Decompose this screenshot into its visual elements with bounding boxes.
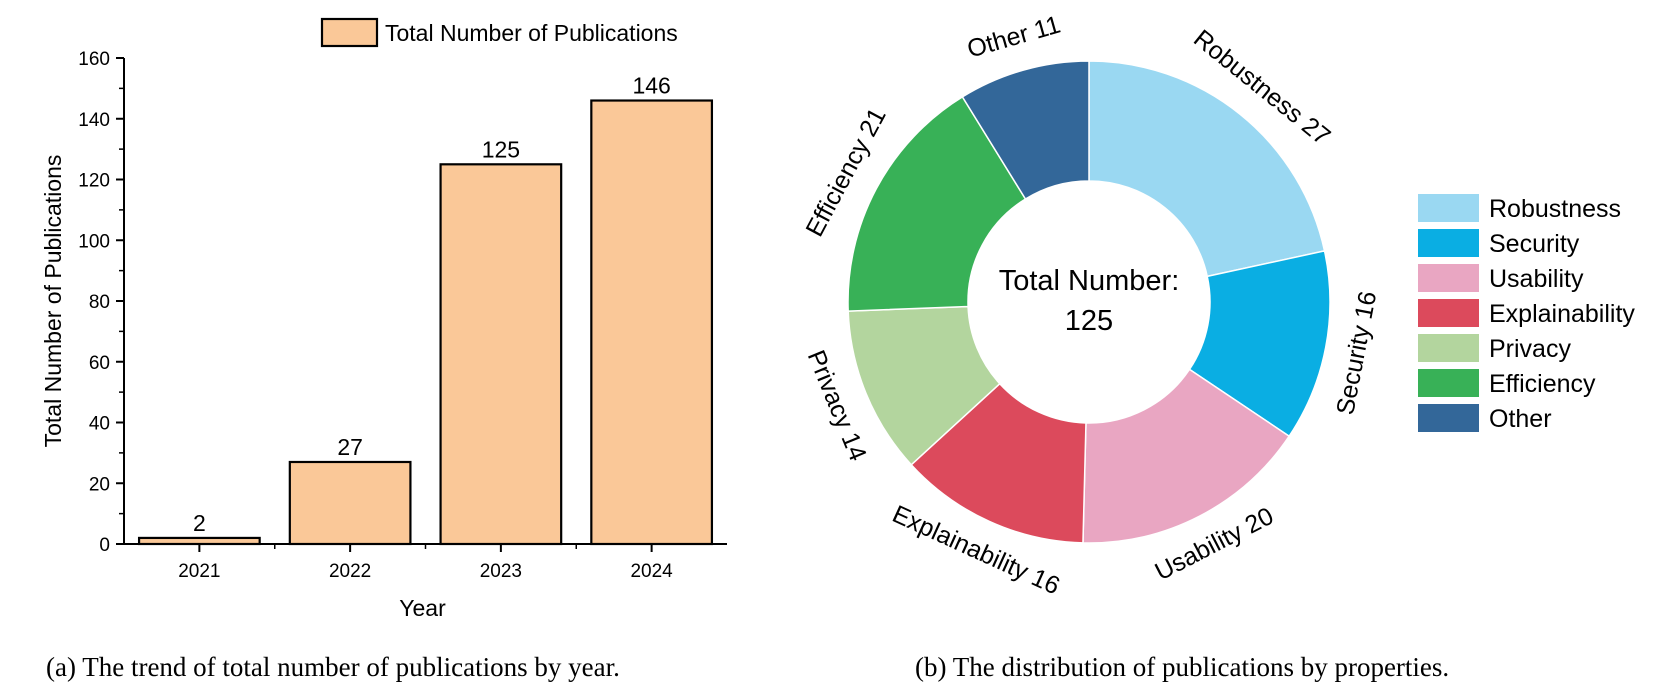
bar-2022 [288,460,412,546]
y-tick-label: 120 [78,171,110,192]
legend-label: Robustness [1489,195,1621,223]
bar-chart: 0 20 40 60 80 100 120 140 160 2 2021 27 2022 125 2023 1… [40,17,727,621]
legend-label: Explainability [1489,300,1635,328]
x-tick-label: 2021 [178,561,220,582]
caption-b: (b) The distribution of publications by … [915,652,1450,682]
x-tick-label: 2022 [329,561,371,582]
legend-label: Security [1489,230,1580,258]
bar-2023 [439,163,563,546]
slice-other [961,60,1090,201]
slice-label: Security 16 [1331,289,1382,417]
y-tick-label: 20 [89,474,110,495]
legend-swatch-efficiency [1418,369,1479,397]
y-axis-title: Total Number of Publications [40,155,66,448]
bar-2021 [137,536,261,546]
legend-swatch-security [1418,229,1479,257]
center-title: Total Number: [999,265,1180,297]
legend-label: Usability [1489,265,1584,293]
legend-label: Efficiency [1489,370,1596,398]
x-tick-label: 2024 [630,561,673,582]
caption-a: (a) The trend of total number of publica… [46,652,620,682]
legend-label: Other [1489,405,1552,433]
bar-value-label: 146 [632,73,670,99]
bar-value-label: 125 [482,136,520,162]
legend-swatch-explainability [1418,299,1479,327]
legend-swatch-usability [1418,264,1479,292]
legend-swatch [320,17,379,48]
legend-swatch-other [1418,404,1479,432]
y-tick-label: 140 [78,110,110,131]
legend-swatch-privacy [1418,334,1479,362]
y-tick-label: 160 [78,49,110,70]
slice-label: Other 11 [964,11,1063,64]
x-axis-title: Year [399,595,446,621]
bar-value-label: 2 [193,510,206,536]
x-tick-label: 2023 [480,561,522,582]
legend-swatch-robustness [1418,194,1479,222]
slice-efficiency [847,95,1027,312]
slice-robustness [1088,60,1326,278]
y-tick-label: 100 [78,231,110,252]
y-tick-label: 80 [89,292,110,313]
y-tick-label: 0 [99,535,110,556]
bar-value-label: 27 [337,434,363,460]
legend-label: Total Number of Publications [385,20,678,46]
center-total: 125 [1065,305,1113,337]
y-tick-label: 40 [89,414,110,435]
bar-2024 [590,99,714,546]
legend-label: Privacy [1489,335,1571,363]
y-tick-label: 60 [89,353,110,374]
slice-usability [1082,368,1291,544]
